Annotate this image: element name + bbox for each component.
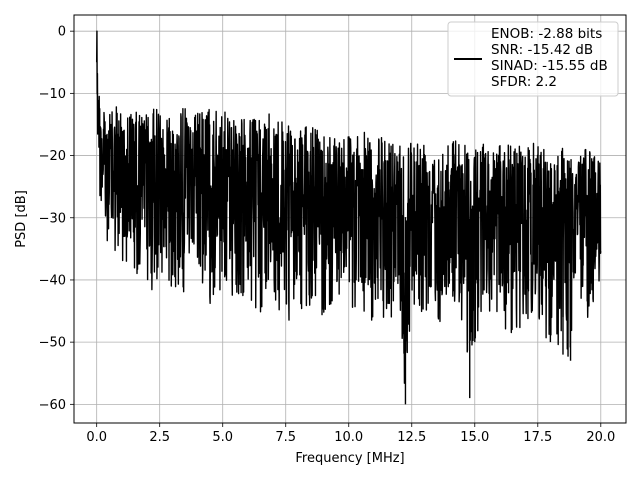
legend-sinad: SINAD: -15.55 dB <box>491 58 608 74</box>
y-axis-ticks: 0 −10 −20 −30 −40 −50 −60 <box>39 25 74 413</box>
y-tick-label: −60 <box>39 398 66 413</box>
y-tick-label: −50 <box>39 336 66 351</box>
y-tick-label: −20 <box>39 149 66 164</box>
y-tick-label: −40 <box>39 273 66 288</box>
x-tick-label: 5.0 <box>212 430 233 445</box>
legend-snr: SNR: -15.42 dB <box>491 42 593 58</box>
legend: ENOB: -2.88 bits SNR: -15.42 dB SINAD: -… <box>447 21 619 97</box>
x-tick-label: 15.0 <box>460 430 489 445</box>
x-tick-label: 20.0 <box>586 430 615 445</box>
x-tick-label: 17.5 <box>523 430 552 445</box>
x-axis-ticks: 0.0 2.5 5.0 7.5 10.0 12.5 15.0 17.5 20.0 <box>86 423 615 445</box>
x-tick-label: 2.5 <box>149 430 170 445</box>
axes-frame <box>73 14 627 424</box>
x-tick-label: 0.0 <box>86 430 107 445</box>
x-tick-label: 7.5 <box>275 430 296 445</box>
legend-sfdr: SFDR: 2.2 <box>491 74 557 90</box>
y-tick-label: −30 <box>39 211 66 226</box>
y-tick-label: −10 <box>39 87 66 102</box>
x-tick-label: 10.0 <box>334 430 363 445</box>
plot-area <box>95 30 602 405</box>
y-tick-label: 0 <box>58 25 66 40</box>
x-tick-label: 12.5 <box>397 430 426 445</box>
legend-box <box>447 21 619 97</box>
psd-series-line <box>95 30 602 384</box>
legend-enob: ENOB: -2.88 bits <box>491 26 602 42</box>
x-axis-label: Frequency [MHz] <box>295 451 404 466</box>
y-axis-label: PSD [dB] <box>14 190 29 248</box>
